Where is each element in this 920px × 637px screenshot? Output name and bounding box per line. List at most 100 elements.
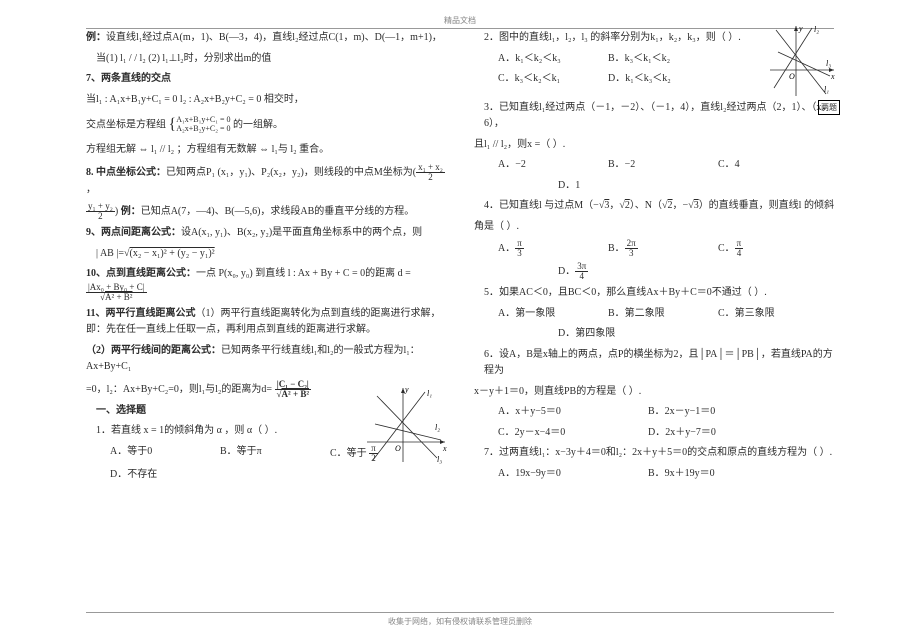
q5: 5．如果AC＜0，且BC＜0，那么直线Ax＋By＋C＝0不通过（ ）.: [474, 285, 834, 302]
q3-opts-row1: A．−2 B．−2 C．4: [474, 157, 834, 174]
fig2-l1: l₁: [824, 85, 829, 94]
footer: 收集于网络，如有侵权请联系管理员删除: [86, 612, 834, 627]
fig1-l1: l₁: [427, 389, 432, 398]
s8-body-a: 已知两点P₁ (x₁，y₁)、P₂(x₂，y₂)，则线段的中点M坐标为(: [166, 167, 416, 178]
q6a: 6．设A，B是x轴上的两点，点P的横坐标为2，且│PA│＝│PB│，若直线PA的…: [474, 347, 834, 380]
fig1-l3: l₃: [437, 455, 442, 464]
s8-comma: ，: [86, 184, 96, 195]
s11-2: （2）两平行线间的距离公式：已知两条平行线直线l₁和l₂的一般式方程为l₁：Ax…: [86, 343, 446, 376]
s8-frac2: y₁ + y₂2: [86, 202, 115, 221]
s8-title: 8. 中点坐标公式：: [86, 167, 166, 178]
q6-opts-row2: C．2y－x−4＝0 D．2x＋y−7＝0: [474, 425, 834, 442]
q3-b: 且l₁ // l₂，则x =（ ）.: [474, 137, 834, 154]
s7-l1: 当l₁ : A₁x+B₁y+C₁ = 0 l₂ : A₂x+B₂y+C₂ = 0…: [86, 92, 446, 109]
q6D: D．2x＋y−7＝0: [648, 425, 768, 442]
q1A: A．等于0: [110, 444, 190, 463]
q2D: D．k₁＜k₃＜k₂: [608, 71, 688, 88]
s8-frac1: x₁ + x₂2: [416, 163, 445, 182]
ex-prefix: 例：: [86, 32, 106, 43]
fig2-O: O: [789, 72, 795, 81]
s9: 9、两点间距离公式：设A(x₁, y₁)、B(x₂, y₂)是平面直角坐标系中的…: [86, 225, 446, 242]
fig2-y: y: [798, 24, 803, 33]
q7: 7．过两直线l₁：x−3y＋4＝0和l₂：2x＋y＋5＝0的交点和原点的直线方程…: [474, 445, 834, 462]
fig2-x: x: [830, 72, 835, 81]
s8-ex-prefix: 例：: [121, 206, 141, 217]
q7A: A．19x−9y＝0: [498, 466, 618, 483]
header: 精品文档: [86, 15, 834, 29]
s11-3a: =0，l₂：Ax+By+C₂=0，则l₁与l₂的距离为d=: [86, 384, 272, 395]
q1D: D．不存在: [110, 467, 190, 484]
q5B: B．第二象限: [608, 306, 688, 323]
s8b: y₁ + y₂2) 例：已知点A(7，―4)、B(―5,6)，求线段AB的垂直平…: [86, 202, 446, 221]
fig2-l3: l₃: [826, 59, 831, 68]
s7-l2-b: 的一组解。: [233, 120, 283, 131]
s9-body: 设A(x₁, y₁)、B(x₂, y₂)是平面直角坐标系中的两个点，则: [181, 227, 422, 238]
s11-3frac: |C₁ − C₂|√A² + B²: [275, 380, 311, 399]
q4C: C．π4: [718, 239, 798, 258]
fig1-l2: l₂: [435, 423, 440, 432]
q3-a: 3．已知直线l₁经过两点（－1，－2）、（－1，4），直线l₂经过两点（2，1）…: [474, 100, 834, 133]
s7-l2: 交点坐标是方程组 { A₁x+B₁y+C₁ = 0 A₂x+B₂y+C₂ = 0…: [86, 112, 446, 138]
q4B: B．2π3: [608, 239, 688, 258]
fig1-x: x: [442, 444, 447, 453]
s10-frac: |Ax₀ + By₀ + C|√A² + B²: [86, 283, 147, 302]
s8-ex: 已知点A(7，―4)、B(―5,6)，求线段AB的垂直平分线的方程。: [141, 206, 415, 217]
fig2-l2: l₂: [814, 25, 819, 34]
s10: 10、点到直线距离公式：一点 P(x₀, y₀) 到直线 l : Ax + By…: [86, 266, 446, 302]
s8-body-b: ): [115, 206, 118, 217]
q4: 4．已知直线l 与过点M（−√3，√2）、N（√2，−√3）的直线垂直，则直线l…: [474, 198, 834, 215]
q1-opts-row2: D．不存在: [86, 467, 446, 484]
q7B: B．9x＋19y＝0: [648, 466, 768, 483]
q4A: A．π3: [498, 239, 578, 258]
right-column: 2．图中的直线l₁，l₂，l₃ 的斜率分别为k₁，k₂，k₃，则（ ）. A．k…: [474, 30, 834, 607]
q3-opts-row2: D．1: [474, 178, 834, 195]
q4b: 角是（ ）.: [474, 219, 834, 236]
s11-2-prefix: （2）两平行线间的距离公式：: [86, 345, 221, 356]
q6C: C．2y－x−4＝0: [498, 425, 618, 442]
q4-opts-row1: A．π3 B．2π3 C．π4: [474, 239, 834, 258]
s10-title: 10、点到直线距离公式：: [86, 268, 196, 279]
q3B: B．−2: [608, 157, 688, 174]
s9-formula-sqrt: (x₂ − x₁)² + (y₂ − y₁)²: [129, 248, 214, 259]
ex-body: 设直线l₁经过点A(m，1)、B(―3，4)，直线l₂经过点C(1，m)、D(―…: [106, 32, 442, 43]
q3A: A．−2: [498, 157, 578, 174]
q3C: C．4: [718, 157, 798, 174]
q2B: B．k₃＜k₁＜k₂: [608, 51, 688, 68]
q2A: A．k₁＜k₂＜k₃: [498, 51, 578, 68]
q4-opts-row2: D．3π4: [474, 262, 834, 281]
q5-opts-row1: A．第一象限 B．第二象限 C．第三象限: [474, 306, 834, 323]
q5C: C．第三象限: [718, 306, 798, 323]
q6A: A．x＋y−5＝0: [498, 404, 618, 421]
q2C: C．k₃＜k₂＜k₁: [498, 71, 578, 88]
s9-formula-a: | AB |=: [96, 248, 124, 259]
fig1-O: O: [395, 444, 401, 453]
brace-row-2: A₂x+B₂y+C₂ = 0: [176, 125, 230, 134]
q4D: D．3π4: [558, 262, 638, 281]
s8: 8. 中点坐标公式：已知两点P₁ (x₁，y₁)、P₂(x₂，y₂)，则线段的中…: [86, 163, 446, 199]
s7-l2-a: 交点坐标是方程组: [86, 120, 166, 131]
s7-l3: 方程组无解 ⇔ l₁ // l₂ ；方程组有无数解 ⇔ l₁与 l₂ 重合。: [86, 142, 446, 159]
figure-2: y x O l₁ l₂ l₃: [764, 22, 838, 102]
ex-sub: 当(1) l₁ / / l₂ (2) l₁⊥l₂时，分别求出m的值: [86, 51, 446, 68]
left-column: 例：设直线l₁经过点A(m，1)、B(―3，4)，直线l₂经过点C(1，m)、D…: [86, 30, 446, 607]
fig1-y: y: [404, 385, 409, 394]
q5-opts-row2: D．第四象限: [474, 326, 834, 343]
q7-opts: A．19x−9y＝0 B．9x＋19y＝0: [474, 466, 834, 483]
figure-1: y x O l₁ l₂ l₃: [355, 382, 450, 468]
q3D: D．1: [558, 178, 638, 195]
s9-formula: | AB |=√(x₂ − x₁)² + (y₂ − y₁)²: [86, 246, 446, 263]
page-body: 例：设直线l₁经过点A(m，1)、B(―3，4)，直线l₂经过点C(1，m)、D…: [86, 30, 834, 607]
s10-body-a: 一点 P(x₀, y₀) 到直线 l : Ax + By + C = 0的距离 …: [196, 268, 411, 279]
s9-title: 9、两点间距离公式：: [86, 227, 181, 238]
q5D: D．第四象限: [558, 326, 638, 343]
badge: 两题: [818, 100, 840, 115]
q5A: A．第一象限: [498, 306, 578, 323]
q6B: B．2x－y−1＝0: [648, 404, 768, 421]
s7-title: 7、两条直线的交点: [86, 71, 446, 88]
example-line: 例：设直线l₁经过点A(m，1)、B(―3，4)，直线l₂经过点C(1，m)、D…: [86, 30, 446, 47]
q6b: x－y＋1＝0，则直线PB的方程是（ ）.: [474, 384, 834, 401]
s11: 11、两平行直线距离公式（1）两平行直线距离转化为点到直线的距离进行求解，即：先…: [86, 306, 446, 339]
s11-title: 11、两平行直线距离公式: [86, 308, 195, 319]
q1B: B．等于π: [220, 444, 300, 463]
q6-opts-row1: A．x＋y−5＝0 B．2x－y−1＝0: [474, 404, 834, 421]
